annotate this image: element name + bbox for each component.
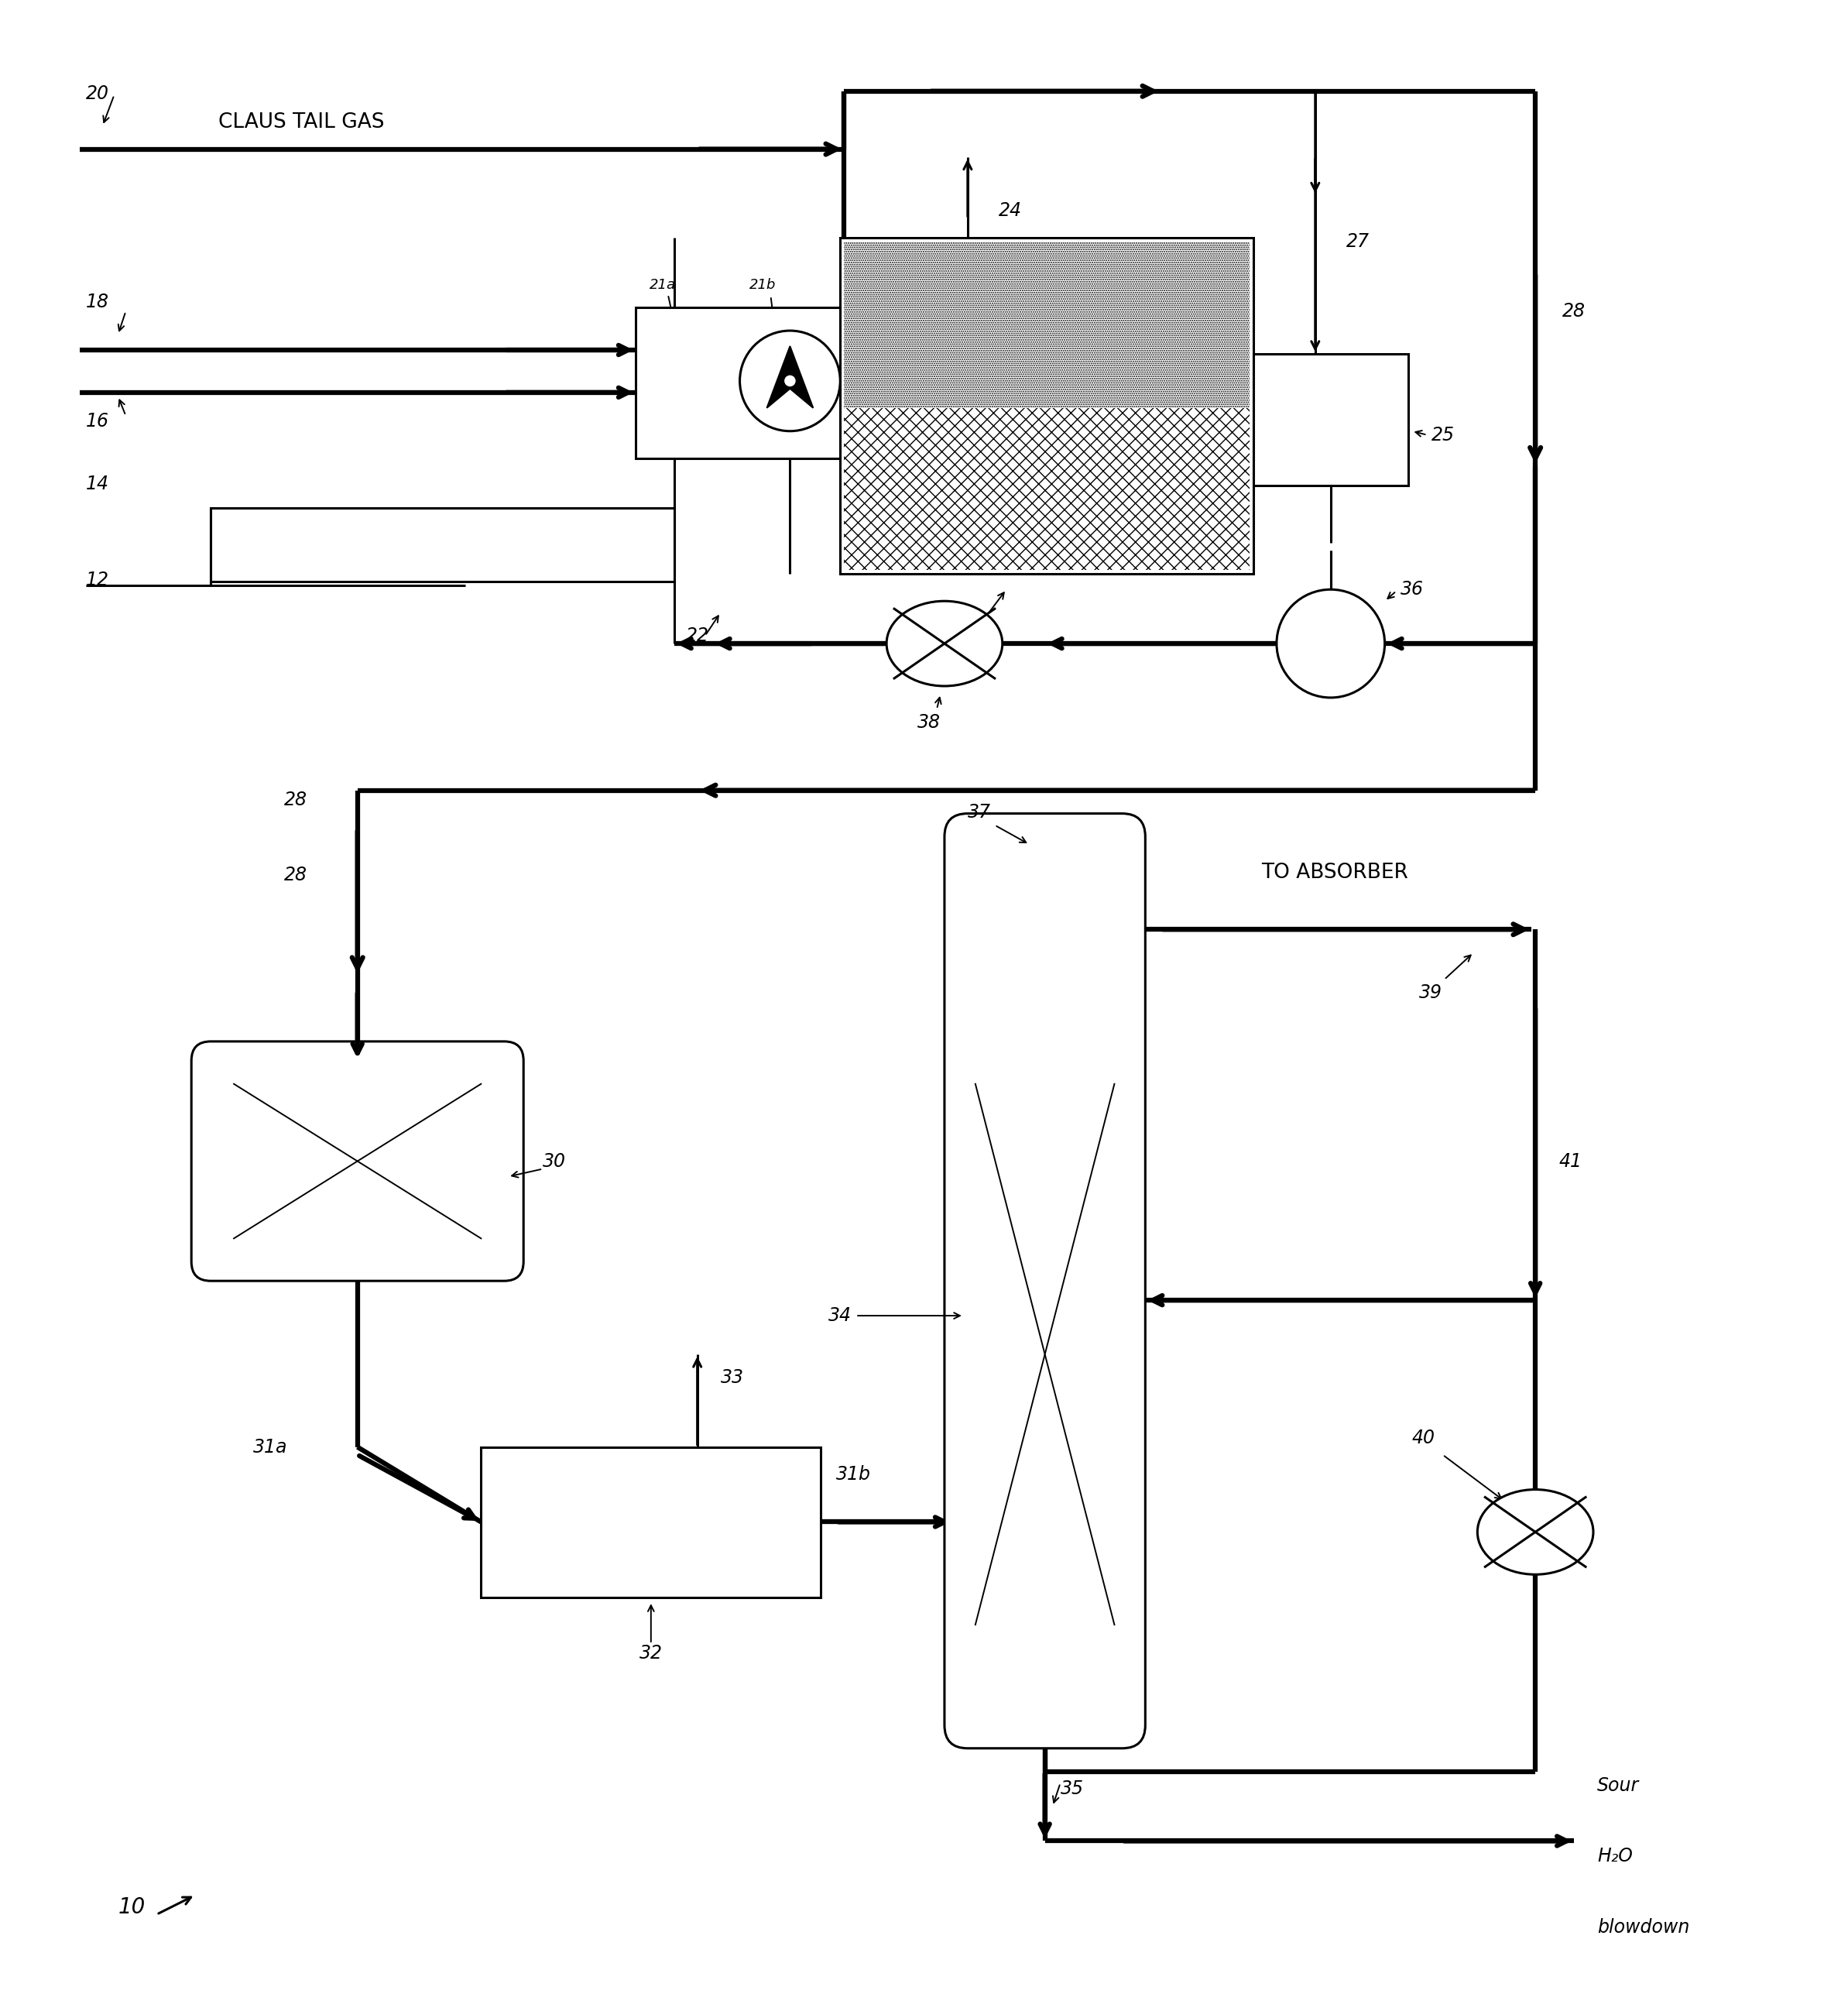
Text: 30: 30 [543,1152,565,1170]
Ellipse shape [887,601,1002,686]
Text: 24: 24 [998,201,1022,221]
Polygon shape [767,346,813,408]
Text: CLAUS TAIL GAS: CLAUS TAIL GAS [218,113,384,133]
Text: 35: 35 [1061,1780,1083,1798]
Circle shape [739,330,841,430]
Text: 32: 32 [639,1645,663,1663]
Ellipse shape [1477,1490,1593,1575]
Text: 36: 36 [1401,581,1423,599]
Text: 20: 20 [85,84,109,103]
Text: 39: 39 [1419,983,1443,1001]
Text: 38: 38 [917,714,941,732]
Text: 28: 28 [285,867,307,885]
Text: 34: 34 [828,1307,852,1325]
Text: 21b: 21b [750,278,776,292]
Text: 26: 26 [968,619,991,637]
Text: 18: 18 [85,294,109,312]
Text: 22: 22 [686,627,710,646]
Text: 40: 40 [1412,1428,1434,1448]
Bar [845,408,1249,571]
FancyBboxPatch shape [192,1042,523,1281]
FancyBboxPatch shape [944,814,1146,1748]
Text: 37: 37 [968,802,991,820]
Bar [1253,354,1408,485]
Bar [480,1448,821,1597]
Text: 41: 41 [1558,1152,1582,1170]
Bar [211,509,675,581]
Text: 31b: 31b [837,1464,870,1484]
Text: blowdown: blowdown [1597,1918,1689,1937]
Text: Sour: Sour [1597,1776,1639,1794]
Text: TO ABSORBER: TO ABSORBER [1260,863,1408,883]
Text: 28: 28 [285,790,307,808]
Text: 10: 10 [118,1896,146,1918]
Text: 33: 33 [721,1367,743,1388]
Text: 28: 28 [1562,302,1586,320]
Text: 14: 14 [85,475,109,493]
Bar [841,237,1253,573]
Text: H₂O: H₂O [1597,1848,1632,1866]
Bar [636,308,841,459]
Text: 31a: 31a [253,1438,288,1456]
Text: 12: 12 [85,571,109,589]
Circle shape [1277,589,1384,698]
Circle shape [784,374,796,386]
Bar [845,241,1249,408]
Text: 25: 25 [1430,426,1454,444]
Text: 21a: 21a [649,278,676,292]
Text: 27: 27 [1345,233,1369,251]
Text: 16: 16 [85,412,109,430]
